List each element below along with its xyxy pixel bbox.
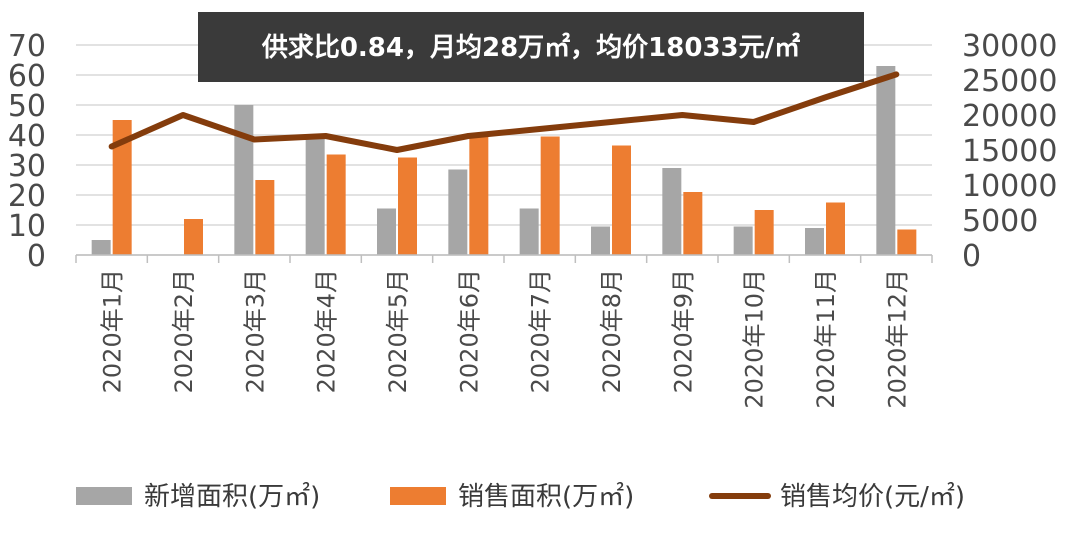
bar-new-area [448,169,468,255]
legend-label: 销售面积(万㎡) [458,482,634,512]
x-tick-label: 2020年10月 [741,269,769,409]
bar-new-area [733,226,753,255]
bar-sales-area [469,136,489,255]
y-right-tick-label: 30000 [962,29,1057,64]
x-tick-label: 2020年2月 [170,269,198,393]
avg-price-line [108,71,900,153]
bar-sales-area [683,192,703,255]
x-tick-label: 2020年4月 [313,269,341,393]
x-tick-label: 2020年6月 [455,269,483,393]
legend-label: 新增面积(万㎡) [144,482,320,512]
y-left-tick-label: 40 [8,119,46,154]
bar-sales-area [255,180,275,255]
y-right-tick-label: 0 [962,239,981,274]
bar-sales-area [754,210,774,255]
bar-new-area [519,208,539,255]
bar-sales-area [612,145,631,255]
bar-new-area [377,208,396,255]
bar-sales-area [398,157,417,255]
x-tick-label: 2020年11月 [812,269,840,409]
legend-swatch-sales-area [390,487,446,505]
y-left-tick-label: 10 [8,209,46,244]
y-right-tick-label: 25000 [962,64,1057,99]
y-right-tick-label: 20000 [962,99,1057,134]
y-right-tick-label: 5000 [962,204,1038,239]
bar-sales-area [540,136,560,255]
y-right-tick-label: 15000 [962,134,1057,169]
x-tick-label: 2020年12月 [883,269,911,409]
y-left-tick-label: 60 [8,59,46,94]
legend-swatch-new-area [76,487,132,505]
bar-new-area [91,240,111,255]
x-tick-label: 2020年1月 [99,269,127,393]
y-left-tick-label: 50 [8,89,46,124]
legend-label: 销售均价(元/㎡) [780,482,965,512]
line-series [108,71,900,153]
bar-sales-area [184,219,203,255]
y-right-tick-label: 10000 [962,169,1057,204]
x-tick-label: 2020年3月 [241,269,269,393]
bar-new-area [234,105,254,255]
x-tick-label: 2020年9月 [669,269,697,393]
y-left-tick-label: 70 [8,29,46,64]
bar-sales-area [897,229,917,255]
x-tick-label: 2020年7月 [527,269,555,393]
x-tick-label: 2020年8月 [598,269,626,393]
bar-sales-area [112,120,132,255]
y-left-tick-label: 30 [8,149,46,184]
x-tick-label: 2020年5月 [384,269,412,393]
bar-series [91,66,917,255]
y-left-tick-label: 20 [8,179,46,214]
bar-new-area [662,168,682,255]
chart-title: 供求比0.84，月均28万㎡，均价18033元/㎡ [261,32,800,63]
legend: 新增面积(万㎡) 销售面积(万㎡) 销售均价(元/㎡) [76,482,965,512]
y-left-tick-label: 0 [27,239,46,274]
bar-new-area [876,66,896,255]
bar-new-area [805,228,824,255]
bar-new-area [305,138,325,255]
bar-sales-area [326,154,346,255]
title-banner: 供求比0.84，月均28万㎡，均价18033元/㎡ [198,12,864,82]
title-banner-background [198,12,864,82]
bar-new-area [591,226,610,255]
bar-sales-area [826,202,845,255]
axes: 0102030405060700500010000150002000025000… [8,29,1058,409]
